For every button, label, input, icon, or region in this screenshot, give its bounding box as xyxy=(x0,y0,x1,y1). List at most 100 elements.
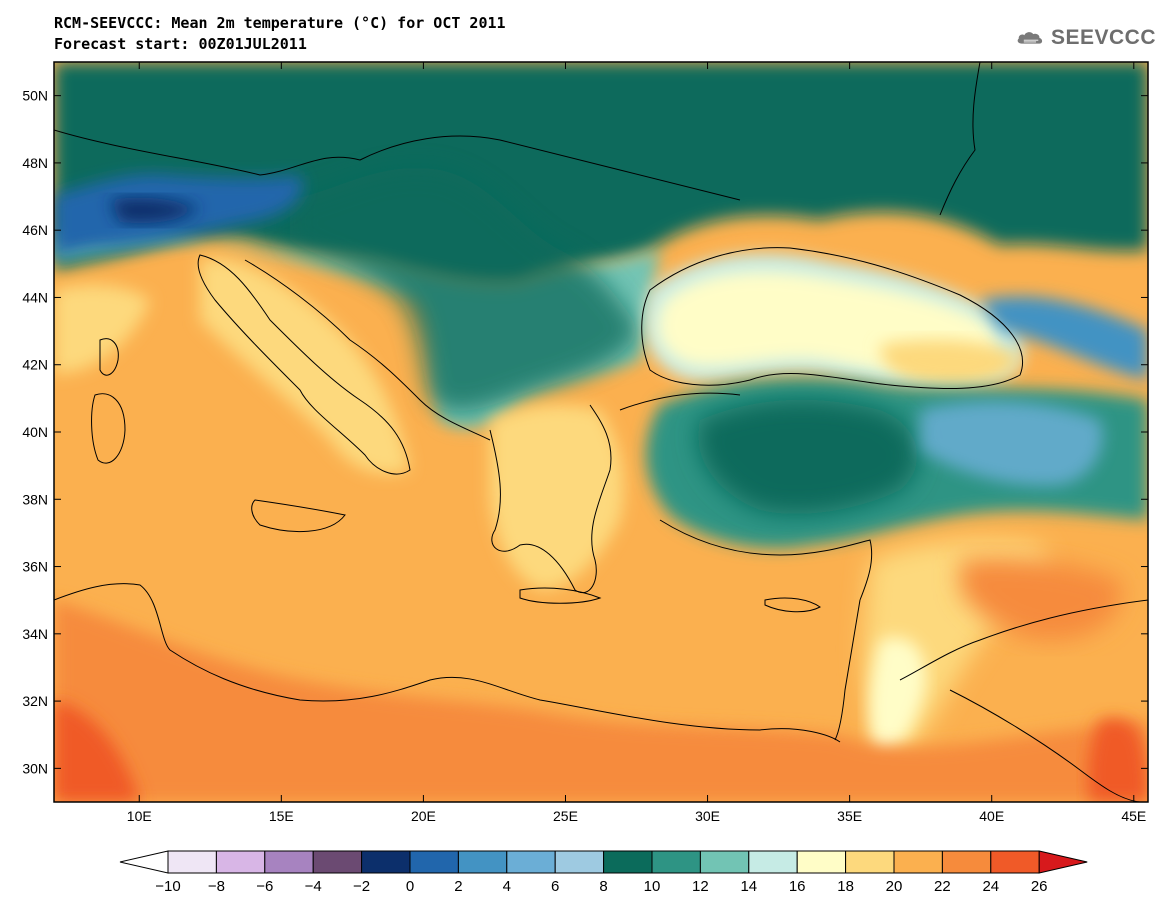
map-title: RCM-SEEVCCC: Mean 2m temperature (°C) fo… xyxy=(54,14,506,32)
field-carpathian-10-12 xyxy=(290,167,640,412)
colorbar-swatch xyxy=(361,850,411,874)
lon-tick-label: 15E xyxy=(269,808,294,824)
colorbar-label: −6 xyxy=(256,878,273,895)
colorbar-label: 26 xyxy=(1031,878,1048,895)
colorbar-label: −10 xyxy=(155,878,180,895)
colorbar-swatch xyxy=(748,850,798,874)
colorbar-label: −8 xyxy=(208,878,225,895)
levant-coastline xyxy=(834,599,861,741)
middle-east-border xyxy=(899,599,1148,681)
cloud-logo-icon xyxy=(1017,32,1043,44)
colorbar-swatch xyxy=(796,850,847,874)
field-greece-18-20 xyxy=(490,404,624,590)
field-iraq-24-26 xyxy=(1088,718,1148,802)
lat-tick-label: 50N xyxy=(22,88,48,104)
field-caucasus-4-6 xyxy=(980,296,1148,380)
north-africa-coastline xyxy=(54,583,841,743)
colorbar-swatch xyxy=(506,850,556,874)
logo-text: SEEVCCC xyxy=(1050,26,1156,49)
field-anatolia-10-12 xyxy=(698,399,918,514)
colorbar-swatch xyxy=(312,850,363,874)
field-alps-0-2 xyxy=(110,197,200,224)
colorbar-under-triangle xyxy=(119,850,169,874)
colorbar-swatch xyxy=(845,850,895,874)
colorbar-label: 22 xyxy=(934,878,951,895)
lat-tick-label: 44N xyxy=(22,289,48,305)
colorbar-swatch xyxy=(167,850,217,874)
greece-coastline xyxy=(489,404,612,593)
italy-coastline xyxy=(197,254,411,475)
lat-tick-label: 42N xyxy=(22,357,48,373)
colorbar-label: 10 xyxy=(644,878,661,895)
colorbar-label: 16 xyxy=(789,878,806,895)
sicily-coastline xyxy=(251,499,346,533)
lat-tick-label: 34N xyxy=(22,626,48,642)
latitude-axis: 30N 32N 34N 36N 38N 40N 42N 44N 46N 48N 50N xyxy=(22,88,1148,776)
field-black-sea-18-20 xyxy=(880,339,1020,386)
colorbar-label: 20 xyxy=(886,878,903,895)
forecast-start-label: Forecast start: 00Z01JUL2011 xyxy=(54,35,307,53)
colorbar-swatch xyxy=(215,850,266,874)
seevccc-logo: SEEVCCC xyxy=(1016,22,1156,54)
saudi-border xyxy=(949,689,1141,802)
sardinia-coastline xyxy=(91,393,126,464)
marmara-coast xyxy=(619,392,741,411)
colorbar-label: 14 xyxy=(740,878,757,895)
lon-tick-label: 25E xyxy=(553,808,578,824)
colorbar-label: 12 xyxy=(692,878,709,895)
colorbar-swatch xyxy=(990,850,1040,874)
colorbar-label: 18 xyxy=(837,878,854,895)
colorbar-swatch xyxy=(699,850,750,874)
lon-tick-label: 45E xyxy=(1121,808,1146,824)
anatolia-south-coast xyxy=(659,519,873,601)
field-west-18-20 xyxy=(54,284,150,375)
colorbar-swatch xyxy=(554,850,605,874)
colorbar-label: 8 xyxy=(599,878,607,895)
colorbar-swatch xyxy=(264,850,314,874)
black-sea-coastline xyxy=(641,247,1023,390)
colorbar-label: 0 xyxy=(406,878,414,895)
field-east-anatolia-6-8 xyxy=(920,401,1103,486)
field-italy-18-20 xyxy=(200,258,410,474)
field-north-africa-22-24 xyxy=(54,600,1148,802)
temperature-field xyxy=(54,62,1148,802)
lat-tick-label: 32N xyxy=(22,693,48,709)
adriatic-east-coast xyxy=(244,259,491,441)
crete-coastline xyxy=(519,587,602,604)
lon-tick-label: 35E xyxy=(837,808,862,824)
cyprus-coastline xyxy=(764,597,821,613)
lon-tick-label: 10E xyxy=(127,808,152,824)
field-tunisia-24-26 xyxy=(54,700,140,802)
field-jordan-16-18 xyxy=(868,637,926,756)
colorbar: −10 −8 −6 −4 −2 0 2 4 6 8 10 12 14 16 18 20 22 24 26 xyxy=(119,850,1088,895)
longitude-axis: 10E 15E 20E 25E 30E 35E 40E 45E xyxy=(127,62,1146,824)
colorbar-swatch xyxy=(409,850,459,874)
colorbar-label: 2 xyxy=(454,878,462,895)
colorbar-swatch xyxy=(941,850,992,874)
lon-tick-label: 30E xyxy=(695,808,720,824)
field-syria-22-24 xyxy=(960,558,1122,640)
lon-tick-label: 20E xyxy=(411,808,436,824)
lat-tick-label: 46N xyxy=(22,222,48,238)
central-europe-borders xyxy=(54,129,741,201)
colorbar-label: −2 xyxy=(353,878,370,895)
lat-tick-label: 48N xyxy=(22,155,48,171)
corsica-coastline xyxy=(99,338,119,376)
colorbar-label: 4 xyxy=(503,878,511,895)
lon-tick-label: 40E xyxy=(979,808,1004,824)
lat-tick-label: 30N xyxy=(22,760,48,776)
lat-tick-label: 36N xyxy=(22,559,48,575)
colorbar-swatch xyxy=(651,850,701,874)
colorbar-label: −4 xyxy=(305,878,322,895)
colorbar-label: 6 xyxy=(551,878,559,895)
eastern-europe-border xyxy=(939,62,981,216)
lat-tick-label: 38N xyxy=(22,491,48,507)
lat-tick-label: 40N xyxy=(22,424,48,440)
colorbar-swatch xyxy=(893,850,943,874)
colorbar-over-triangle xyxy=(1038,850,1088,874)
colorbar-swatch xyxy=(457,850,508,874)
coastlines-and-borders xyxy=(54,62,1148,802)
colorbar-label: 24 xyxy=(982,878,999,895)
colorbar-swatch xyxy=(603,850,653,874)
